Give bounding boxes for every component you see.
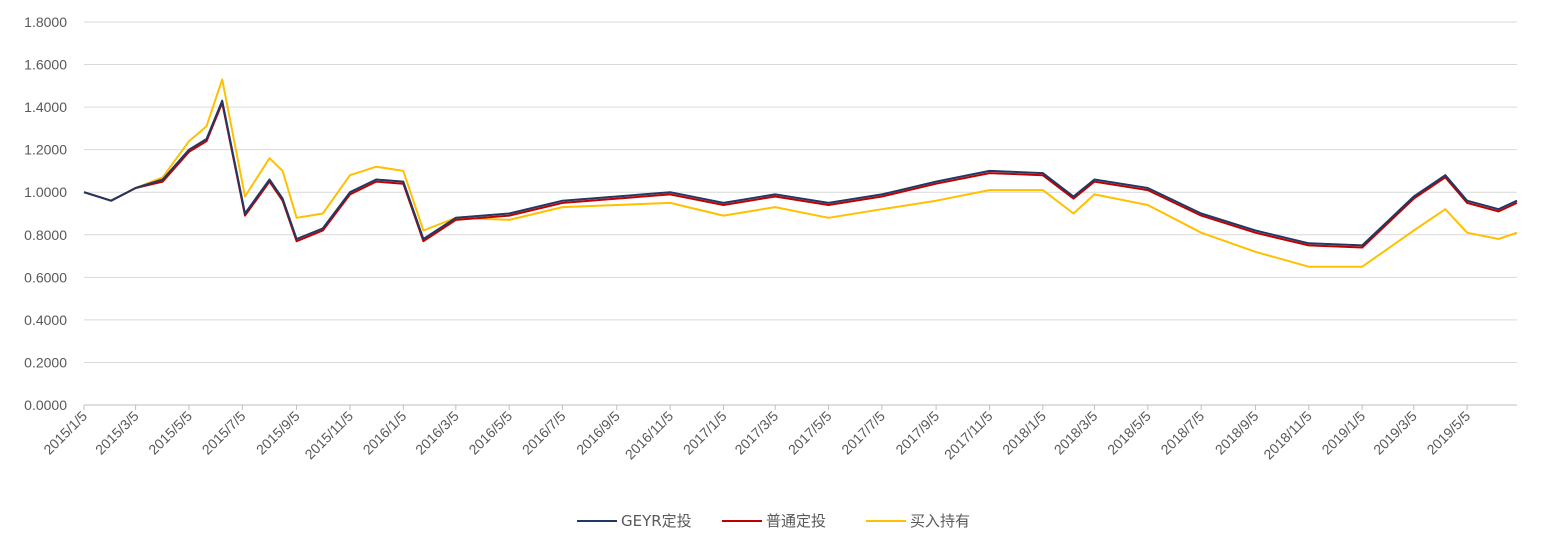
y-tick-label: 0.8000 [24, 227, 67, 243]
x-tick-label: 2019/5/5 [1423, 408, 1473, 458]
gridlines [84, 21, 1517, 363]
y-axis-tick-labels: 0.0000 0.2000 0.4000 0.6000 0.8000 1.0000 1.20… [24, 14, 67, 413]
x-tick-label: 2015/7/5 [199, 408, 249, 458]
x-tick-label: 2017/5/5 [785, 408, 835, 458]
x-tick-label: 2015/9/5 [253, 408, 303, 458]
x-tick-label: 2018/7/5 [1157, 408, 1207, 458]
legend-item-regular[interactable]: 普通定投 [722, 512, 826, 530]
legend-label-buy-hold: 买入持有 [910, 512, 970, 530]
x-tick-label: 2017/11/5 [941, 408, 996, 463]
x-tick-label: 2018/3/5 [1051, 408, 1101, 458]
x-tick-label: 2015/5/5 [145, 408, 195, 458]
series-line-2 [83, 78, 1518, 268]
x-axis-ticks [83, 405, 1468, 410]
x-tick-label: 2017/7/5 [838, 408, 888, 458]
x-tick-label: 2018/5/5 [1104, 408, 1154, 458]
y-tick-label: 1.0000 [24, 184, 67, 200]
x-tick-label: 2017/9/5 [892, 408, 942, 458]
x-tick-label: 2016/3/5 [412, 408, 462, 458]
legend: GEYR定投 普通定投 买入持有 [577, 512, 970, 530]
x-tick-label: 2019/1/5 [1318, 408, 1368, 458]
x-tick-label: 2019/3/5 [1370, 408, 1420, 458]
x-tick-label: 2016/1/5 [360, 408, 410, 458]
x-tick-label: 2016/9/5 [573, 408, 623, 458]
x-tick-label: 2018/1/5 [999, 408, 1049, 458]
legend-label-regular: 普通定投 [766, 512, 826, 530]
series-line-1 [83, 101, 1518, 249]
x-tick-label: 2016/11/5 [622, 408, 677, 463]
y-tick-label: 0.0000 [24, 397, 67, 413]
x-tick-label: 2018/11/5 [1260, 408, 1315, 463]
x-tick-label: 2016/5/5 [465, 408, 515, 458]
y-tick-label: 0.6000 [24, 269, 67, 285]
x-tick-label: 2015/11/5 [301, 408, 356, 463]
y-tick-label: 1.6000 [24, 57, 67, 73]
series-lines [83, 78, 1518, 268]
x-tick-label: 2018/9/5 [1212, 408, 1262, 458]
y-tick-label: 0.4000 [24, 312, 67, 328]
series-line-0 [83, 99, 1518, 247]
legend-label-geyr: GEYR定投 [621, 512, 692, 530]
x-axis-tick-labels: 2015/1/5 2015/3/5 2015/5/5 2015/7/5 2015/9/5… [40, 408, 1473, 463]
legend-item-geyr[interactable]: GEYR定投 [577, 512, 692, 530]
y-tick-label: 1.8000 [24, 14, 67, 30]
y-tick-label: 1.4000 [24, 99, 67, 115]
x-tick-label: 2015/1/5 [40, 408, 90, 458]
x-tick-label: 2017/1/5 [680, 408, 730, 458]
y-tick-label: 0.2000 [24, 354, 67, 370]
legend-item-buy-hold[interactable]: 买入持有 [866, 512, 970, 530]
x-tick-label: 2017/3/5 [731, 408, 781, 458]
x-tick-label: 2015/3/5 [92, 408, 142, 458]
y-tick-label: 1.2000 [24, 142, 67, 158]
x-tick-label: 2016/7/5 [519, 408, 569, 458]
